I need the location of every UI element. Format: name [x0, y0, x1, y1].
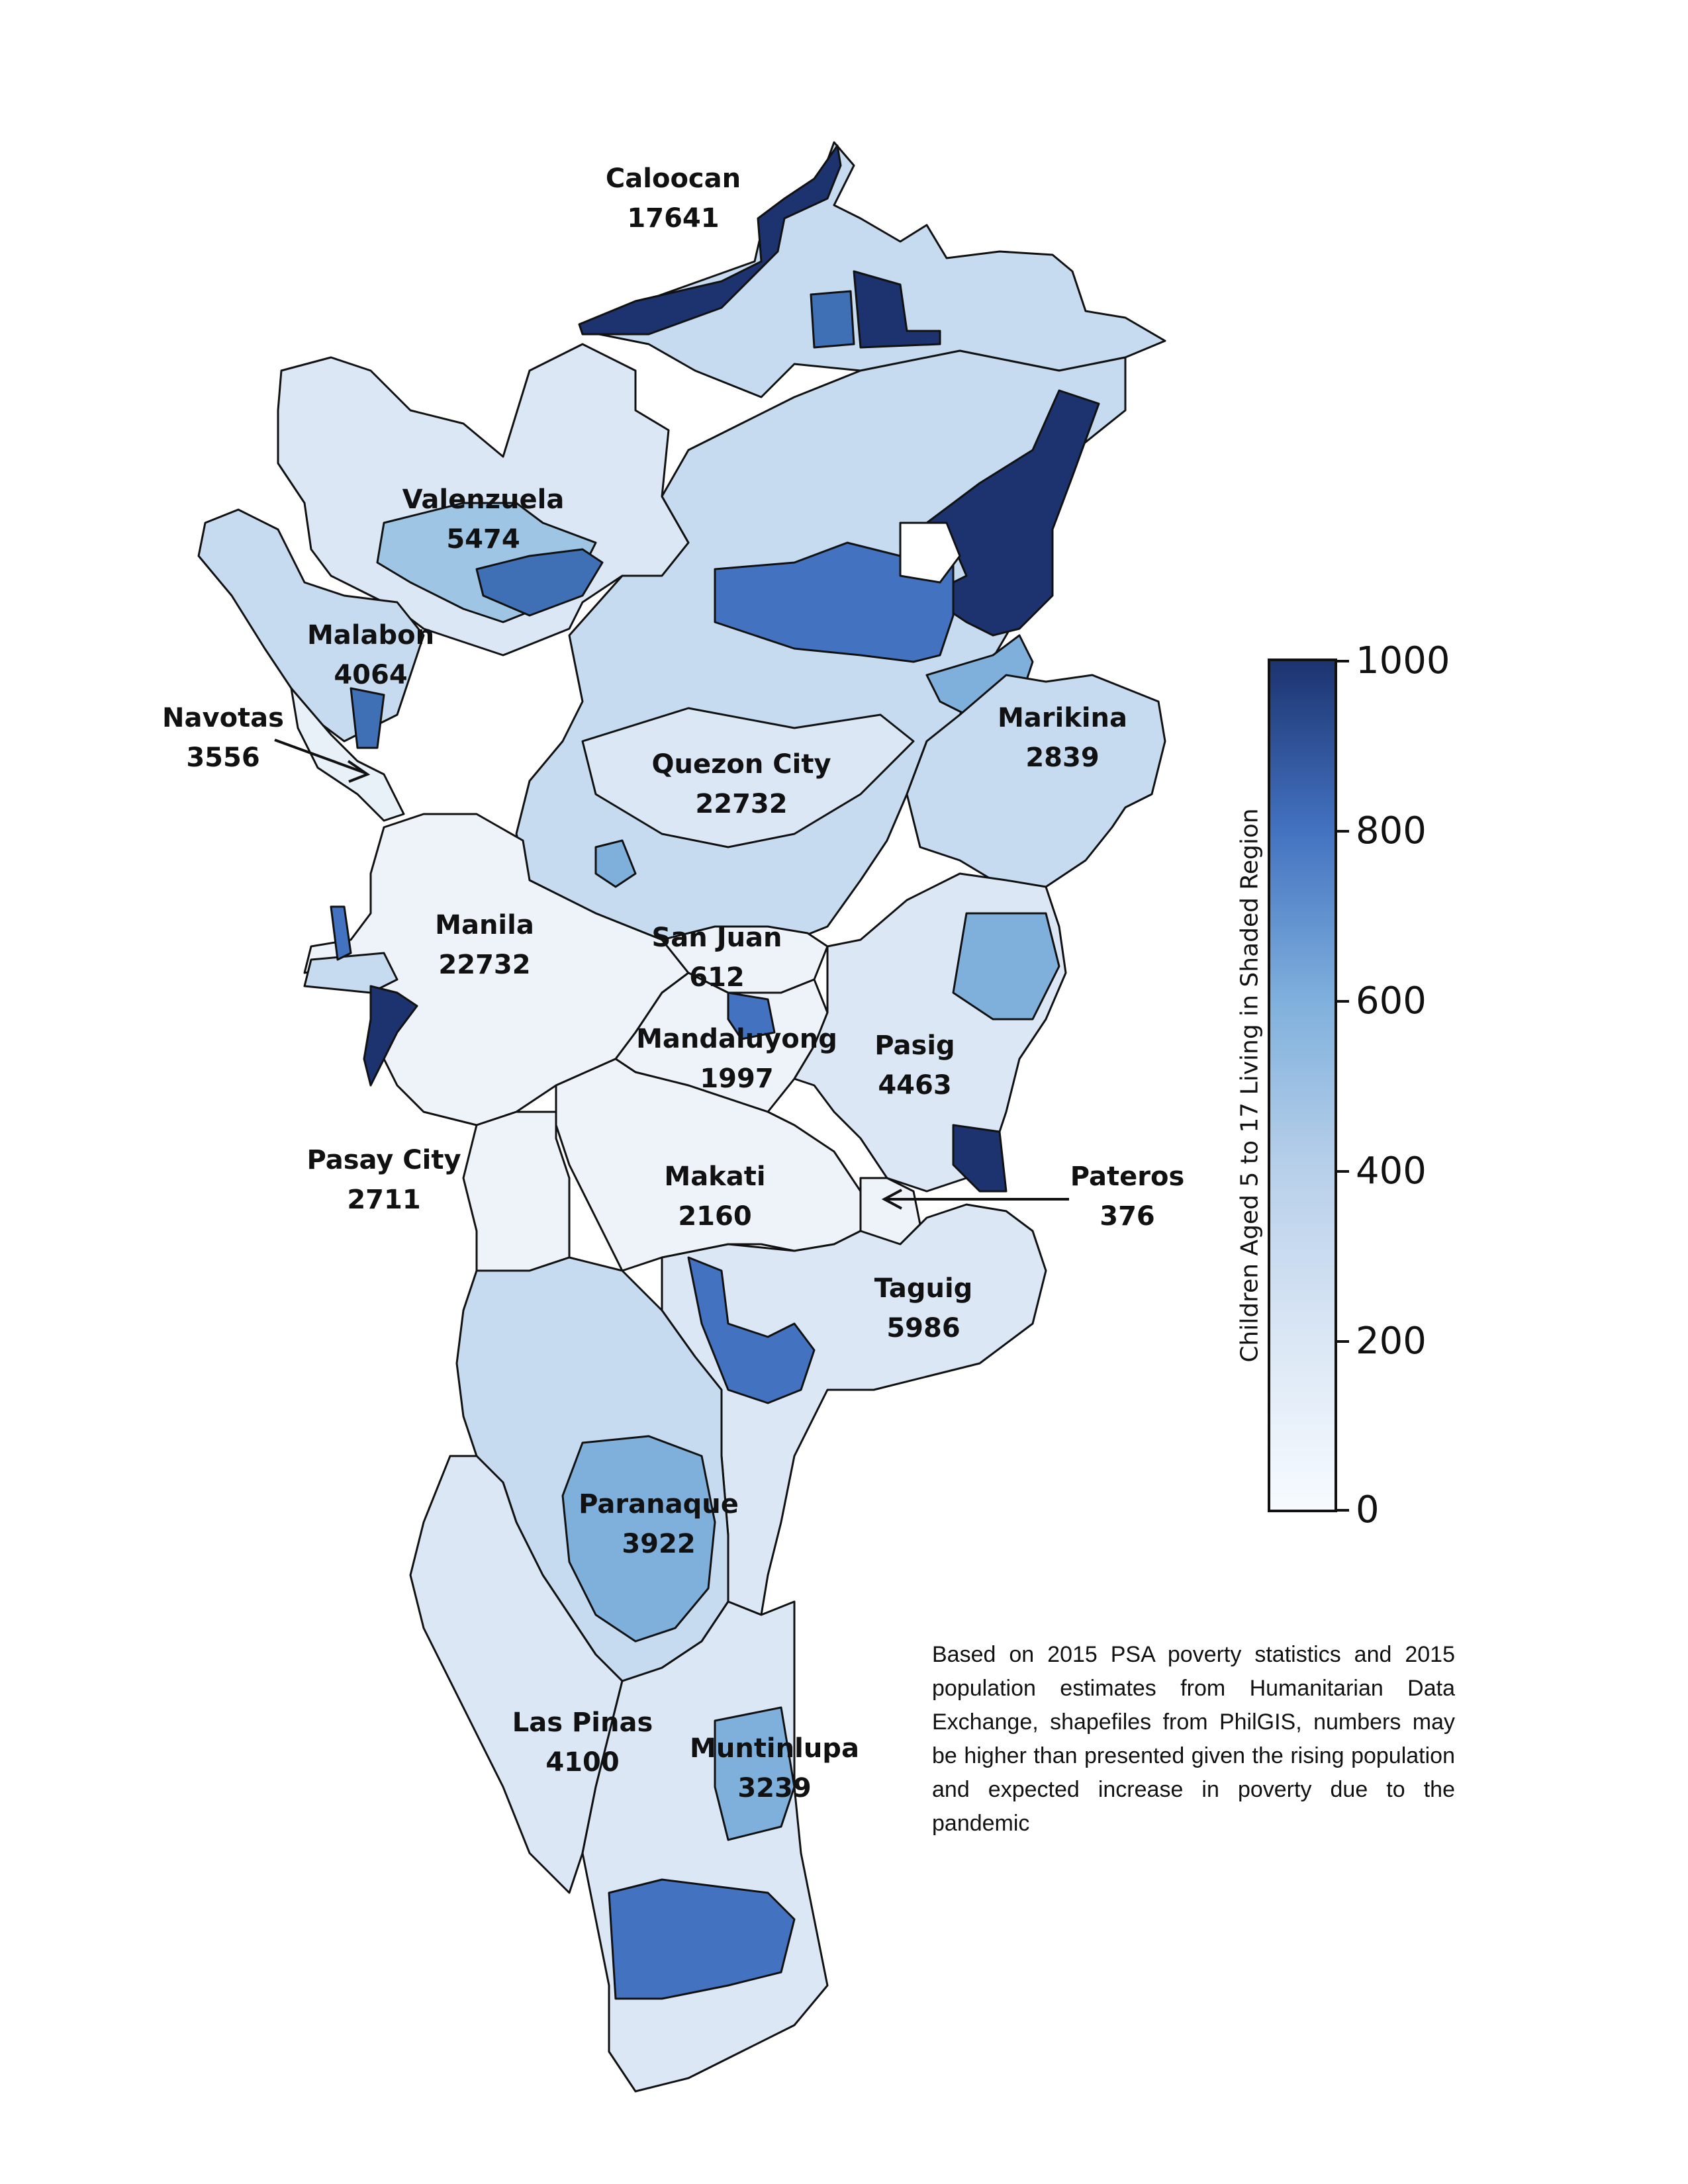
district-name: Paranaque [579, 1489, 739, 1520]
label-pateros: Pateros 376 [1070, 1157, 1185, 1236]
district-paranaque-mid [561, 1435, 716, 1643]
label-mandaluyong: Mandaluyong 1997 [636, 1019, 837, 1099]
district-name: Caloocan [605, 163, 741, 194]
label-quezon-city: Quezon City 22732 [651, 745, 831, 824]
district-caloocan-mid [810, 290, 855, 349]
district-muntinlupa-mid2 [714, 1706, 796, 1841]
label-malabon: Malabon 4064 [307, 615, 434, 695]
district-value: 17641 [627, 203, 720, 234]
district-quezon-white [899, 522, 961, 584]
colorbar-title: Children Aged 5 to 17 Living in Shaded R… [1236, 808, 1264, 1363]
district-malabon [197, 508, 425, 743]
source-note: Based on 2015 PSA poverty statistics and… [932, 1642, 1455, 1836]
district-value: 3239 [737, 1773, 812, 1803]
district-mandaluyong-spot [727, 991, 776, 1040]
district-value: 3922 [622, 1529, 696, 1559]
district-name: Mandaluyong [636, 1024, 837, 1054]
district-navotas [290, 687, 405, 822]
district-name: San Juan [651, 923, 782, 953]
label-navotas: Navotas 3556 [162, 698, 284, 778]
colorbar-tick [1335, 1340, 1349, 1343]
district-manila-port [303, 952, 399, 994]
district-pasay [462, 1111, 571, 1272]
district-quezon-light [581, 707, 915, 848]
district-name: Muntinlupa [690, 1733, 859, 1764]
district-name: Quezon City [651, 749, 831, 780]
district-name: Pasig [874, 1030, 955, 1061]
district-pasig-dark [952, 1124, 1008, 1193]
district-valenzuela-dark [475, 548, 604, 617]
district-value: 2160 [678, 1201, 752, 1232]
district-manila-pier [330, 905, 352, 961]
district-value: 5474 [446, 524, 520, 555]
label-makati: Makati 2160 [664, 1157, 765, 1236]
colorbar-tick-label: 200 [1356, 1320, 1427, 1363]
district-value: 22732 [438, 950, 531, 980]
district-value: 1997 [700, 1064, 774, 1094]
district-pasig-mid [952, 912, 1060, 1021]
label-san-juan: San Juan 612 [651, 918, 782, 997]
colorbar-tick [1335, 830, 1349, 833]
district-marikina [906, 674, 1166, 888]
colorbar-tick [1335, 660, 1349, 662]
colorbar-tick-label: 800 [1356, 809, 1427, 852]
navotas-arrow-head [347, 760, 371, 783]
district-value: 5986 [886, 1313, 961, 1343]
colorbar-tick [1335, 1000, 1349, 1003]
label-muntinlupa: Muntinlupa 3239 [690, 1729, 859, 1808]
district-name: Navotas [162, 703, 284, 733]
district-value: 2711 [347, 1185, 421, 1215]
label-las-pinas: Las Pinas 4100 [512, 1703, 653, 1782]
district-value: 4100 [545, 1747, 620, 1778]
district-caloocan-dark2 [853, 270, 941, 349]
district-quezon-dark1 [899, 389, 1100, 637]
district-name: Manila [435, 910, 534, 940]
district-value: 2839 [1025, 743, 1100, 773]
district-name: Pasay City [306, 1145, 461, 1175]
district-malabon-mid [350, 687, 385, 749]
colorbar-tick-label: 1000 [1356, 639, 1450, 682]
label-pasay-city: Pasay City 2711 [306, 1140, 461, 1220]
district-quezon-spot [594, 839, 637, 888]
label-manila: Manila 22732 [435, 905, 534, 985]
district-name: Taguig [874, 1273, 973, 1304]
district-name: Marikina [997, 703, 1128, 733]
district-name: Pateros [1070, 1161, 1185, 1192]
district-muntinlupa-mid [608, 1878, 796, 2000]
colorbar-gradient [1269, 660, 1336, 1511]
district-value: 612 [689, 962, 745, 993]
label-marikina: Marikina 2839 [998, 698, 1127, 778]
label-taguig: Taguig 5986 [874, 1269, 973, 1348]
label-paranaque: Paranaque 3922 [579, 1484, 739, 1564]
district-name: Valenzuela [402, 484, 565, 515]
district-name: Las Pinas [512, 1707, 653, 1738]
colorbar-tick-label: 600 [1356, 979, 1427, 1023]
annotation-arrows [274, 739, 1069, 1210]
colorbar-tick-label: 400 [1356, 1150, 1427, 1193]
navotas-arrow-line [274, 739, 366, 774]
label-caloocan: Caloocan 17641 [606, 159, 741, 238]
district-value: 4463 [878, 1070, 952, 1101]
district-value: 376 [1100, 1201, 1155, 1232]
colorbar-tick [1335, 1509, 1349, 1512]
colorbar [1268, 659, 1337, 1512]
district-name: Makati [664, 1161, 766, 1192]
district-value: 4064 [334, 660, 408, 690]
district-name: Malabon [306, 620, 435, 651]
colorbar-tick [1335, 1170, 1349, 1173]
district-taguig-mid [687, 1256, 816, 1404]
colorbar-tick-label: 0 [1356, 1488, 1380, 1531]
pateros-arrow-head [881, 1189, 902, 1210]
label-valenzuela: Valenzuela 5474 [402, 480, 565, 559]
district-quezon-mid [714, 541, 955, 663]
district-value: 22732 [695, 789, 788, 819]
district-caloocan-dark [578, 144, 842, 336]
district-shapes [197, 141, 1166, 2093]
district-value: 3556 [186, 743, 260, 773]
label-pasig: Pasig 4463 [874, 1026, 955, 1105]
district-manila-dark [363, 985, 418, 1087]
